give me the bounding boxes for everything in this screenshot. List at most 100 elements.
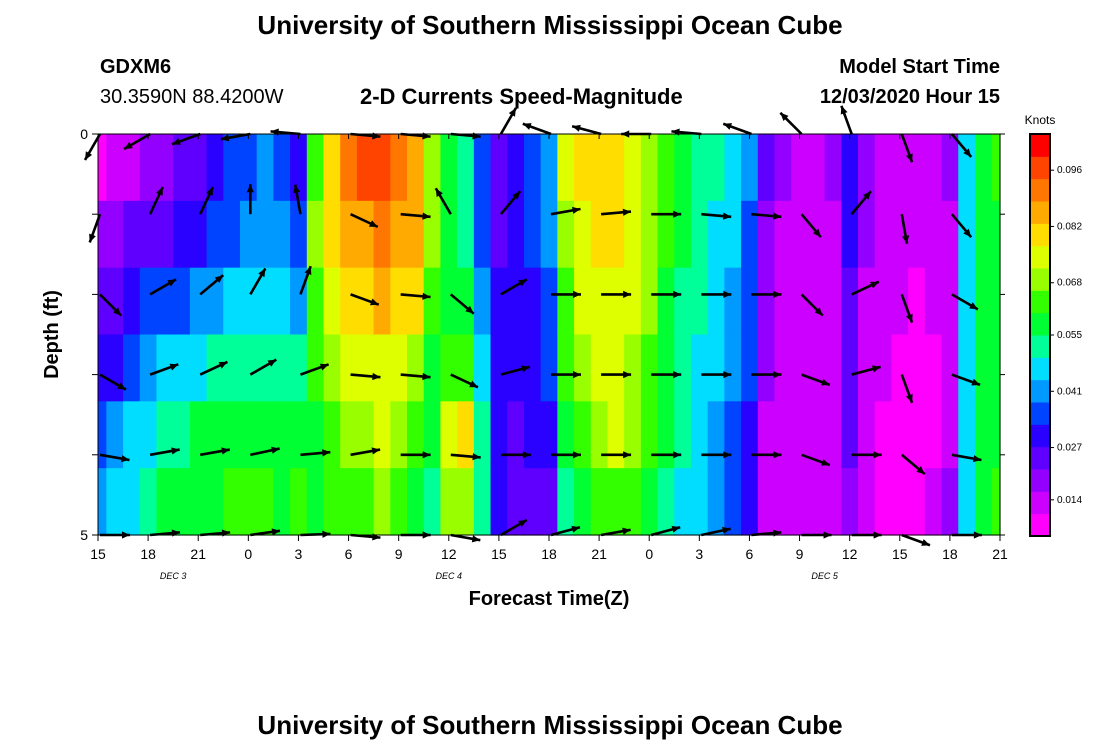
current-vector: [751, 212, 782, 220]
x-tick-label: 0: [244, 546, 252, 562]
footer-title: University of Southern Mississippi Ocean…: [257, 710, 843, 740]
heatmap-cell: [139, 468, 158, 536]
heatmap-cell: [791, 200, 809, 269]
heatmap-cell: [123, 267, 141, 336]
vector-head: [916, 466, 925, 475]
vector-head: [873, 451, 882, 459]
colorbar-band: [1030, 357, 1050, 381]
heatmap-cell: [724, 334, 742, 402]
heatmap-cell: [106, 468, 124, 536]
heatmap-cell: [891, 134, 909, 202]
x-tick-label: 15: [90, 546, 106, 562]
heatmap-cell: [540, 200, 558, 269]
vector-head: [124, 141, 133, 149]
vector-head: [258, 268, 266, 278]
heatmap-cell: [239, 134, 258, 202]
heatmap-cell: [540, 267, 558, 336]
heatmap-cell: [707, 134, 725, 202]
current-vector: [250, 446, 280, 457]
heatmap-cell: [724, 267, 742, 336]
heatmap-cell: [974, 468, 993, 536]
current-vector: [400, 372, 431, 381]
heatmap-cell: [390, 200, 408, 269]
vector-head: [870, 281, 879, 289]
heatmap-cell: [523, 468, 542, 536]
heatmap-cell: [356, 334, 375, 402]
vector-head: [871, 365, 881, 373]
heatmap-cell: [173, 468, 191, 536]
vector-head: [518, 279, 527, 287]
heatmap-cell: [891, 334, 909, 402]
heatmap-cell: [557, 334, 575, 402]
heatmap-cell: [189, 267, 208, 336]
heatmap-cell: [908, 134, 926, 202]
current-vector: [551, 371, 581, 379]
heatmap-cell: [707, 334, 725, 402]
vector-head: [368, 220, 378, 227]
heatmap-cell: [590, 334, 609, 402]
heatmap-cell: [908, 401, 926, 469]
heatmap-cell: [98, 134, 107, 202]
heatmap-cell: [98, 200, 107, 269]
vector-head: [773, 212, 782, 220]
vector-head: [121, 455, 130, 463]
heatmap-cell: [139, 134, 158, 202]
heatmap-cell: [139, 334, 158, 402]
heatmap-cell: [707, 401, 725, 469]
heatmap-cell: [824, 401, 842, 469]
heatmap-cell: [523, 134, 542, 202]
current-vector: [99, 293, 123, 317]
heatmap-cell: [640, 468, 659, 536]
vector-head: [518, 520, 527, 528]
heatmap-cell: [473, 267, 492, 336]
current-vector: [650, 525, 681, 537]
heatmap-cell: [724, 200, 742, 269]
vector-head: [723, 371, 732, 379]
current-vector: [400, 212, 431, 220]
heatmap-cell: [640, 401, 659, 469]
heatmap-cell: [440, 200, 458, 269]
current-vector: [199, 186, 215, 215]
heatmap-cell: [440, 401, 458, 469]
current-vector: [300, 449, 331, 457]
heatmap-cell: [457, 267, 475, 336]
heatmap-cell: [373, 401, 391, 469]
current-vector: [299, 265, 312, 295]
vector-head: [422, 292, 431, 300]
heatmap-cell: [607, 200, 625, 269]
heatmap-cell: [540, 401, 558, 469]
heatmap-cell: [457, 468, 475, 536]
heatmap-cell: [941, 134, 959, 202]
heatmap-cell: [607, 468, 625, 536]
heatmap-cell: [924, 267, 943, 336]
current-vector: [701, 212, 732, 220]
heatmap-cell: [173, 401, 191, 469]
heatmap-cell: [858, 200, 876, 269]
current-vector: [701, 290, 732, 298]
heatmap-cell: [974, 267, 993, 336]
date-label: DEC 5: [811, 571, 839, 581]
vector-head: [372, 372, 381, 381]
heatmap-cell: [807, 134, 826, 202]
current-vector: [751, 371, 782, 379]
heatmap-cell: [323, 334, 341, 402]
current-vector: [450, 373, 479, 389]
current-vector: [601, 451, 632, 459]
heatmap-cell: [874, 134, 893, 202]
heatmap-cell: [206, 401, 224, 469]
heatmap-cell: [791, 134, 809, 202]
heatmap-cell: [774, 200, 792, 269]
heatmap-cell: [189, 468, 208, 536]
colorbar-tick-label: 0.041: [1057, 386, 1082, 397]
vector-head: [89, 233, 96, 243]
heatmap-cell: [306, 468, 325, 536]
y-tick-label: 5: [80, 527, 88, 543]
heatmap-cell: [774, 401, 792, 469]
vector-head: [422, 372, 431, 381]
heatmap-cell: [256, 401, 274, 469]
colorbar-tick-label: 0.068: [1057, 278, 1082, 289]
heatmap-cell: [507, 267, 525, 336]
vector-head: [971, 378, 981, 386]
current-vector: [951, 453, 982, 463]
